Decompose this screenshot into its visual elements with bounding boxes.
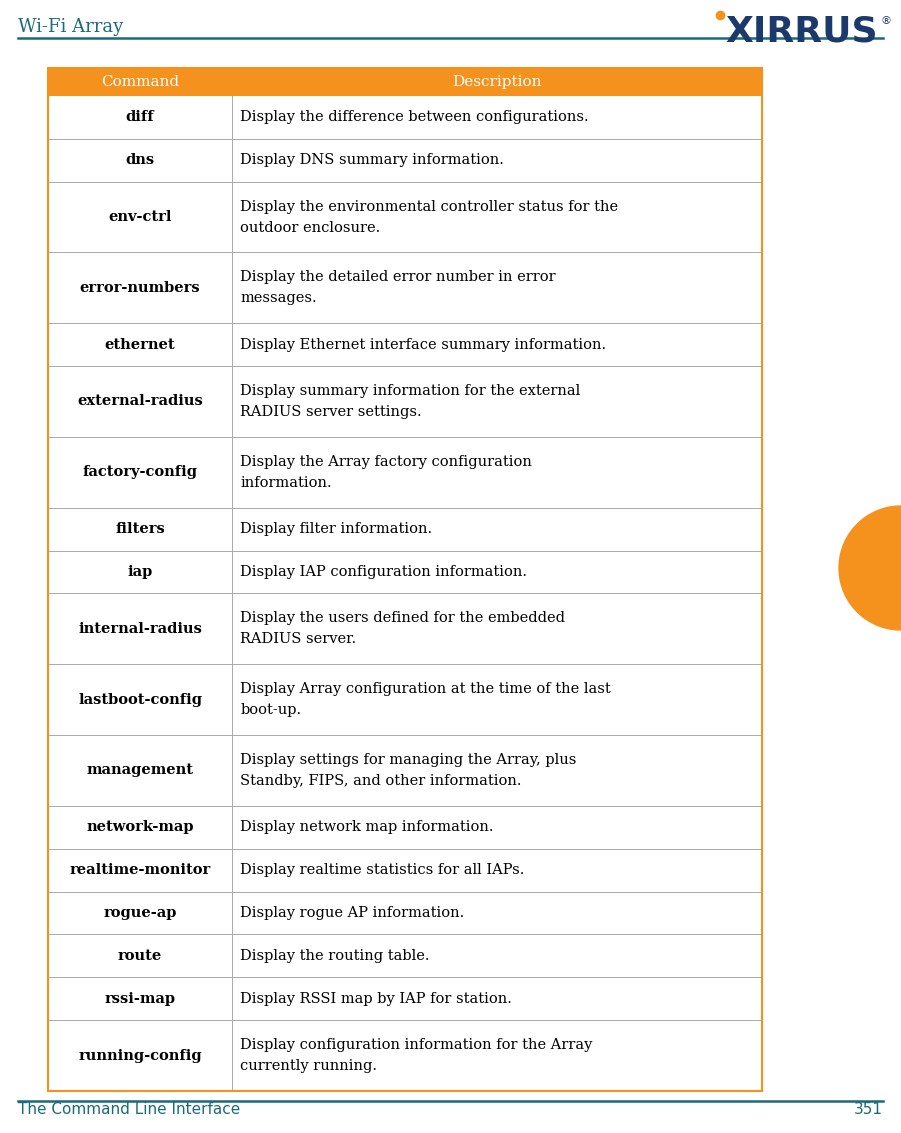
Text: RADIUS server.: RADIUS server. — [241, 632, 356, 646]
Text: messages.: messages. — [241, 291, 317, 305]
Text: internal-radius: internal-radius — [78, 622, 202, 636]
Text: Display Ethernet interface summary information.: Display Ethernet interface summary infor… — [241, 338, 606, 351]
Text: Display the detailed error number in error: Display the detailed error number in err… — [241, 271, 556, 284]
Bar — [48, 181, 762, 253]
Text: Display Array configuration at the time of the last: Display Array configuration at the time … — [241, 682, 611, 696]
Text: 351: 351 — [854, 1102, 883, 1117]
Bar — [48, 96, 762, 138]
Bar — [48, 892, 762, 935]
Bar — [48, 437, 762, 508]
Text: Display the environmental controller status for the: Display the environmental controller sta… — [241, 199, 618, 213]
Text: Display settings for managing the Array, plus: Display settings for managing the Array,… — [241, 752, 577, 767]
Bar — [48, 68, 762, 96]
Text: Display the routing table.: Display the routing table. — [241, 948, 430, 963]
Text: RADIUS server settings.: RADIUS server settings. — [241, 404, 422, 419]
Text: outdoor enclosure.: outdoor enclosure. — [241, 221, 380, 235]
Text: information.: information. — [241, 476, 332, 489]
Text: network-map: network-map — [86, 820, 194, 834]
Bar — [48, 806, 762, 849]
Bar — [48, 253, 762, 323]
Text: Display RSSI map by IAP for station.: Display RSSI map by IAP for station. — [241, 991, 512, 1006]
Polygon shape — [839, 506, 901, 630]
Text: rssi-map: rssi-map — [105, 991, 176, 1006]
Text: boot-up.: boot-up. — [241, 704, 301, 717]
Bar — [48, 664, 762, 735]
Text: Command: Command — [101, 75, 179, 88]
Text: Display IAP configuration information.: Display IAP configuration information. — [241, 565, 527, 579]
Text: ®: ® — [880, 16, 891, 26]
Text: management: management — [86, 764, 194, 777]
Bar — [48, 935, 762, 978]
Text: Display realtime statistics for all IAPs.: Display realtime statistics for all IAPs… — [241, 863, 524, 877]
Bar — [48, 138, 762, 181]
Text: currently running.: currently running. — [241, 1059, 378, 1073]
Bar — [48, 978, 762, 1020]
Text: Display configuration information for the Array: Display configuration information for th… — [241, 1038, 593, 1053]
Text: env-ctrl: env-ctrl — [108, 210, 172, 224]
Bar — [48, 594, 762, 664]
Text: Standby, FIPS, and other information.: Standby, FIPS, and other information. — [241, 774, 522, 787]
Text: Display summary information for the external: Display summary information for the exte… — [241, 384, 580, 398]
Text: Wi-Fi Array: Wi-Fi Array — [18, 18, 123, 36]
Text: filters: filters — [115, 522, 165, 536]
Text: running-config: running-config — [78, 1049, 202, 1063]
Text: Display the difference between configurations.: Display the difference between configura… — [241, 110, 589, 125]
Bar — [48, 735, 762, 806]
Text: dns: dns — [125, 153, 155, 168]
Text: Display DNS summary information.: Display DNS summary information. — [241, 153, 504, 168]
Bar — [48, 849, 762, 892]
Text: lastboot-config: lastboot-config — [78, 692, 202, 707]
Text: ethernet: ethernet — [105, 338, 176, 351]
Text: route: route — [118, 948, 162, 963]
Text: Description: Description — [452, 75, 542, 88]
Text: Display rogue AP information.: Display rogue AP information. — [241, 906, 464, 920]
Text: iap: iap — [127, 565, 153, 579]
Text: rogue-ap: rogue-ap — [104, 906, 177, 920]
Bar — [48, 68, 762, 1091]
Text: external-radius: external-radius — [77, 394, 203, 409]
Bar — [48, 508, 762, 551]
Text: The Command Line Interface: The Command Line Interface — [18, 1102, 241, 1117]
Text: realtime-monitor: realtime-monitor — [69, 863, 211, 877]
Bar — [48, 366, 762, 437]
Text: XIRRUS: XIRRUS — [725, 15, 878, 49]
Text: Display filter information.: Display filter information. — [241, 522, 432, 536]
Bar — [48, 323, 762, 366]
Text: Display the users defined for the embedded: Display the users defined for the embedd… — [241, 612, 565, 625]
Text: diff: diff — [126, 110, 154, 125]
Bar — [48, 1020, 762, 1091]
Text: Display the Array factory configuration: Display the Array factory configuration — [241, 454, 532, 469]
Text: Display network map information.: Display network map information. — [241, 820, 494, 834]
Text: error-numbers: error-numbers — [80, 281, 200, 295]
Bar — [48, 551, 762, 594]
Text: factory-config: factory-config — [83, 466, 197, 479]
